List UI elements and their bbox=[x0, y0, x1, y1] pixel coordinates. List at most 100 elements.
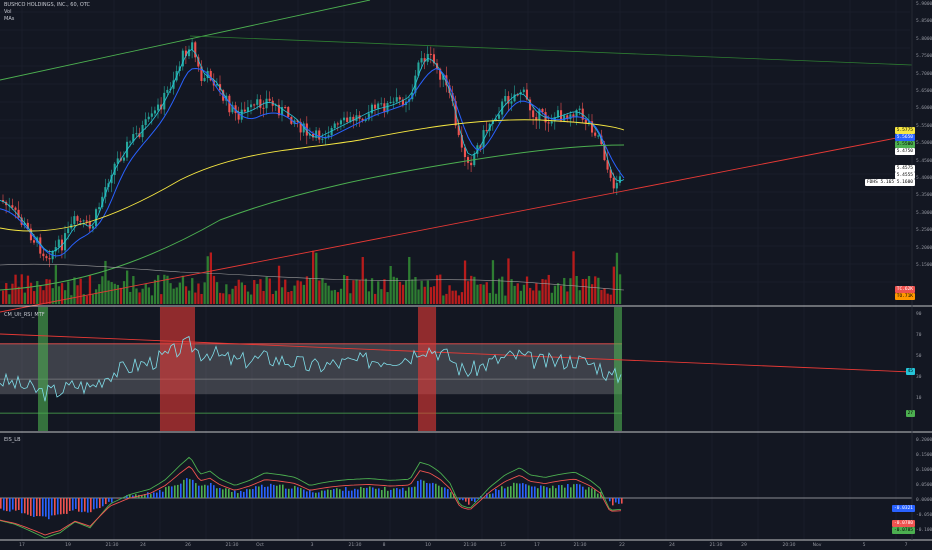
candle-body bbox=[398, 97, 401, 100]
time-tick-label: 22 bbox=[619, 543, 625, 548]
volume-bar bbox=[175, 287, 178, 304]
candle-body bbox=[284, 107, 287, 109]
candle-body bbox=[439, 68, 442, 80]
time-tick-label: 21:30 bbox=[105, 543, 119, 548]
eis-badge: -0.0785 bbox=[892, 527, 915, 534]
eis-histogram-bar bbox=[12, 498, 14, 510]
eis-histogram-bar bbox=[24, 498, 26, 514]
eis-histogram-bar bbox=[369, 486, 371, 498]
volume-bar bbox=[494, 293, 498, 304]
volume-bar bbox=[91, 294, 95, 304]
candle-body bbox=[194, 42, 197, 58]
candle-body bbox=[184, 50, 187, 57]
eis-histogram-bar bbox=[270, 483, 272, 498]
eis-histogram-bar bbox=[516, 483, 518, 498]
candle-body bbox=[237, 113, 240, 120]
candle-body bbox=[302, 123, 305, 133]
volume-bar bbox=[104, 260, 107, 304]
candle-body bbox=[538, 108, 541, 121]
candle-body bbox=[197, 57, 200, 67]
volume-bar bbox=[423, 286, 426, 304]
candle-body bbox=[426, 53, 429, 62]
candle-body bbox=[423, 58, 426, 62]
eis-histogram-bar bbox=[513, 482, 515, 498]
volume-bar bbox=[457, 295, 460, 304]
volume-bar bbox=[448, 285, 451, 304]
eis-histogram-bar bbox=[69, 498, 71, 511]
price-tick-label: 5.8500 bbox=[916, 19, 932, 25]
candle-body bbox=[253, 104, 256, 106]
volume-bar bbox=[451, 290, 454, 304]
eis-histogram-bar bbox=[144, 494, 146, 498]
rsi-line bbox=[0, 335, 622, 402]
volume-bar bbox=[160, 294, 163, 304]
volume-bar bbox=[268, 278, 271, 304]
candle-body bbox=[612, 177, 615, 189]
eis-histogram-bar bbox=[507, 486, 509, 498]
eis-histogram-bar bbox=[579, 484, 581, 498]
volume-bar bbox=[436, 275, 439, 304]
eis-histogram-bar bbox=[375, 488, 377, 498]
volume-bar bbox=[206, 256, 209, 304]
eis-histogram-bar bbox=[537, 488, 539, 498]
eis-histogram-bar bbox=[90, 498, 92, 513]
volume-bar bbox=[321, 278, 324, 304]
eis-histogram-bar bbox=[63, 498, 65, 514]
eis-histogram-bar bbox=[465, 498, 467, 502]
candle-body bbox=[231, 105, 234, 113]
candle-body bbox=[17, 209, 20, 218]
volume-bar bbox=[553, 285, 557, 304]
eis-tick-label: 0.2000 bbox=[916, 438, 932, 443]
eis-histogram-bar bbox=[324, 490, 326, 498]
candle-body bbox=[525, 89, 528, 100]
candle-body bbox=[566, 115, 569, 120]
volume-bar bbox=[228, 294, 231, 304]
candle-body bbox=[467, 157, 470, 163]
candle-body bbox=[513, 94, 516, 102]
candle-body bbox=[172, 80, 175, 89]
eis-histogram-bar bbox=[558, 485, 560, 498]
eis-histogram-bar bbox=[51, 498, 53, 516]
eis-histogram-bar bbox=[327, 489, 329, 498]
volume-bar bbox=[88, 275, 92, 304]
volume-bar bbox=[336, 292, 340, 304]
eis-histogram-bar bbox=[459, 498, 461, 500]
volume-bar bbox=[550, 292, 553, 304]
volume-bar bbox=[324, 282, 327, 304]
volume-bar bbox=[463, 260, 467, 304]
price-badge: 5.4575 bbox=[894, 165, 915, 172]
time-tick-label: 15 bbox=[500, 543, 506, 548]
eis-histogram-bar bbox=[3, 498, 5, 511]
candle-body bbox=[265, 98, 268, 109]
candle-body bbox=[88, 221, 91, 229]
volume-bar bbox=[618, 274, 622, 304]
volume-bar bbox=[364, 278, 367, 304]
moving-average-legend: MAs bbox=[4, 16, 15, 22]
volume-bar bbox=[355, 279, 358, 304]
candle-body bbox=[417, 62, 420, 76]
volume-bar bbox=[116, 284, 119, 304]
eis-histogram-bar bbox=[189, 479, 191, 498]
volume-bar bbox=[73, 277, 76, 304]
volume-bar bbox=[339, 288, 343, 304]
eis-histogram-bar bbox=[267, 486, 269, 498]
rsi-panel bbox=[0, 307, 913, 431]
volume-bar bbox=[392, 276, 395, 304]
eis-histogram-bar bbox=[597, 493, 599, 498]
price-tick-label: 5.4000 bbox=[916, 176, 932, 181]
volume-bar bbox=[501, 276, 504, 304]
eis-histogram-bar bbox=[210, 482, 212, 498]
candle-body bbox=[268, 98, 271, 101]
candle-body bbox=[339, 120, 342, 125]
trend-lines bbox=[0, 0, 913, 313]
volume-bar bbox=[64, 290, 67, 304]
volume-bar bbox=[519, 290, 522, 304]
volume-bar bbox=[70, 295, 73, 304]
eis-histogram-bar bbox=[240, 490, 242, 498]
volume-bar bbox=[209, 252, 212, 304]
eis-histogram-bar bbox=[303, 489, 305, 498]
candle-body bbox=[361, 118, 364, 121]
eis-histogram-bar bbox=[612, 498, 614, 506]
eis-histogram-bar bbox=[333, 489, 335, 498]
